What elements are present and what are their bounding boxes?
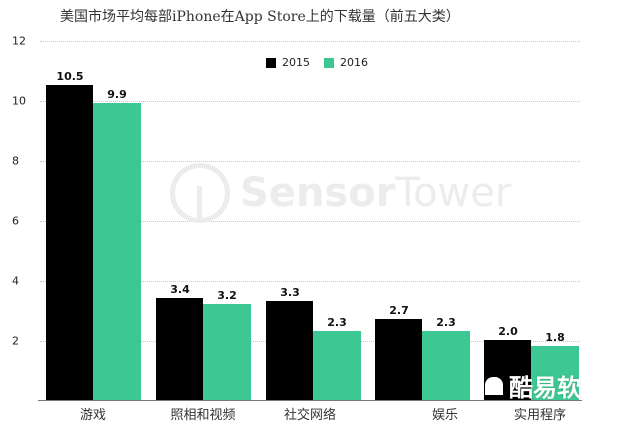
legend-item-2015: 2015 <box>266 56 310 69</box>
value-label-social-2016: 2.3 <box>327 316 347 329</box>
value-label-games-2015: 10.5 <box>56 70 84 83</box>
gridline-8 <box>40 161 580 162</box>
value-label-photo-video-2015: 3.4 <box>170 283 190 296</box>
x-label-social: 社交网络 <box>283 408 336 423</box>
value-label-photo-video-2016: 3.2 <box>217 289 237 302</box>
legend-swatch-2015 <box>266 57 276 68</box>
x-label-photo-video: 照相和视频 <box>170 408 236 423</box>
x-label-utilities: 实用程序 <box>513 408 566 423</box>
gridline-10 <box>40 101 580 102</box>
y-tick-4: 4 <box>12 274 19 288</box>
bar-games-2015 <box>46 85 93 400</box>
value-label-games-2016: 9.9 <box>107 88 127 101</box>
x-label-entertainment: 娱乐 <box>431 408 458 423</box>
bar-photo-video-2016 <box>203 304 251 400</box>
bar-entertainment-2016 <box>422 331 470 400</box>
bar-utilities-2016 <box>531 346 579 400</box>
y-tick-8: 8 <box>12 154 19 168</box>
value-label-utilities-2016: 1.8 <box>545 331 565 344</box>
bar-entertainment-2015 <box>375 319 422 400</box>
value-label-entertainment-2015: 2.7 <box>389 304 409 317</box>
y-tick-6: 6 <box>12 214 19 228</box>
y-tick-10: 10 <box>12 94 26 108</box>
value-label-social-2015: 3.3 <box>280 286 300 299</box>
chart-title: 美国市场平均每部iPhone在App Store上的下载量（前五大类） <box>60 9 460 25</box>
bar-photo-video-2015 <box>156 298 203 400</box>
gridline-6 <box>40 221 580 222</box>
gridline-4 <box>40 281 580 282</box>
sensortower-logo-icon <box>170 163 230 223</box>
site-watermark: 酷易软 <box>485 368 581 403</box>
bar-social-2016 <box>313 331 361 400</box>
x-axis-line <box>38 400 582 401</box>
y-tick-2: 2 <box>12 334 19 348</box>
x-label-games: 游戏 <box>79 408 106 423</box>
bar-games-2016 <box>93 103 141 400</box>
bar-social-2015 <box>266 301 313 400</box>
sensortower-watermark: Sensor Tower <box>170 163 511 223</box>
y-tick-12: 12 <box>12 34 26 48</box>
legend: 2015 2016 <box>266 56 382 69</box>
value-label-utilities-2015: 2.0 <box>498 325 518 338</box>
house-logo-icon <box>485 376 503 395</box>
gridline-12 <box>40 41 580 42</box>
legend-item-2016: 2016 <box>324 56 368 69</box>
legend-swatch-2016 <box>324 57 334 68</box>
value-label-entertainment-2016: 2.3 <box>436 316 456 329</box>
